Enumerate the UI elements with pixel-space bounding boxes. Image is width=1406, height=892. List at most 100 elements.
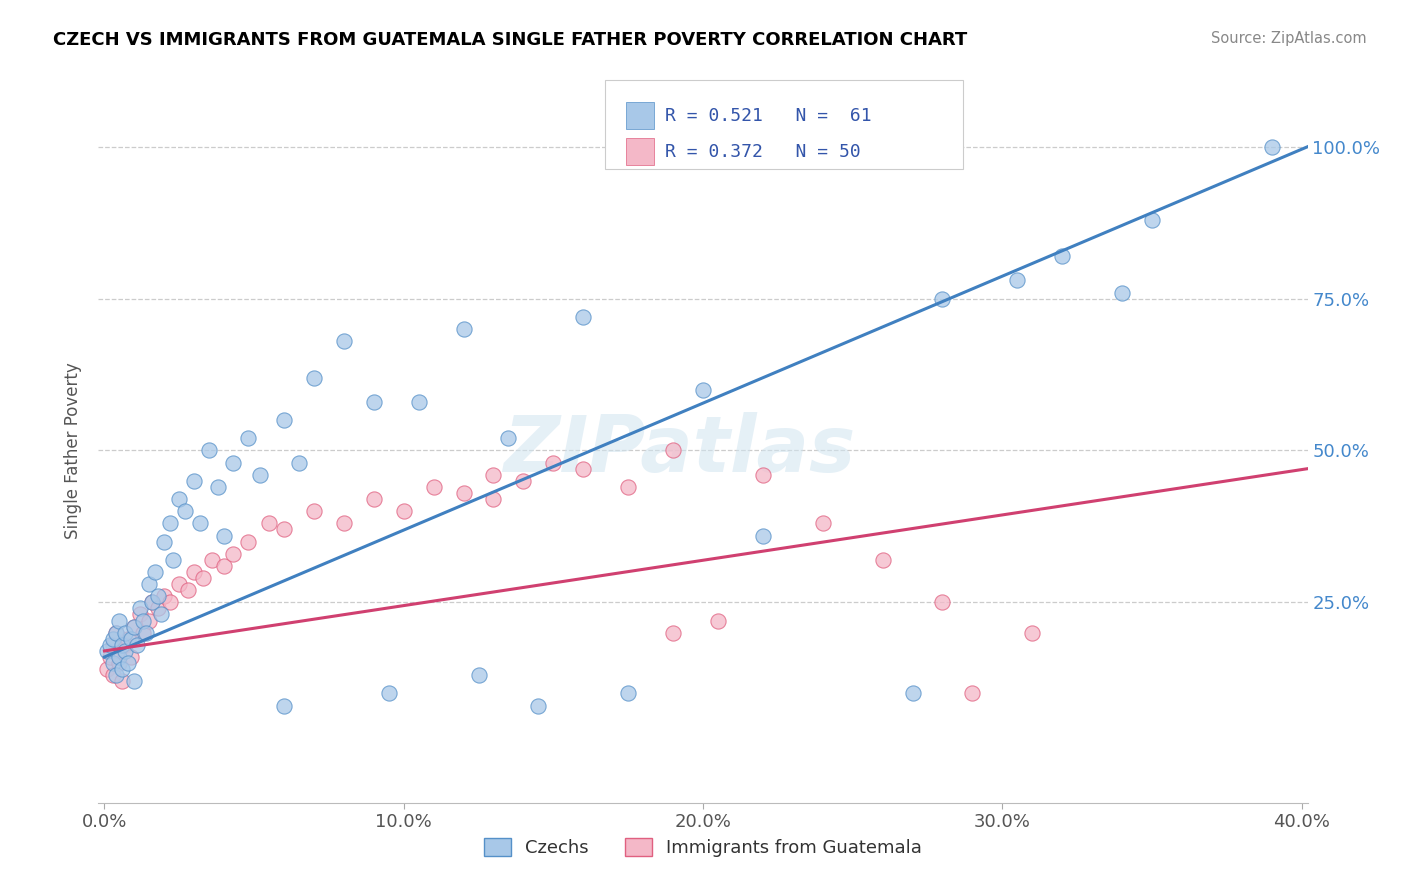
Text: ZIPatlas: ZIPatlas: [503, 412, 855, 489]
Point: [105, 625, 128, 640]
Point: [153, 589, 176, 603]
Point: [148, 601, 170, 615]
Point: [162, 553, 184, 567]
Point: [467, 668, 489, 682]
Point: [363, 395, 385, 409]
Point: [141, 595, 163, 609]
Point: [1111, 285, 1133, 300]
Point: [100, 638, 122, 652]
Point: [273, 523, 295, 537]
Point: [236, 534, 259, 549]
Point: [872, 553, 894, 567]
Point: [103, 632, 125, 646]
Point: [108, 614, 131, 628]
Point: [114, 625, 136, 640]
Point: [422, 480, 444, 494]
Text: CZECH VS IMMIGRANTS FROM GUATEMALA SINGLE FATHER POVERTY CORRELATION CHART: CZECH VS IMMIGRANTS FROM GUATEMALA SINGL…: [53, 31, 967, 49]
Point: [1140, 212, 1163, 227]
Point: [167, 491, 190, 506]
Point: [302, 504, 325, 518]
Point: [1050, 249, 1073, 263]
Point: [132, 614, 155, 628]
Point: [141, 595, 163, 609]
Point: [931, 595, 953, 609]
Point: [129, 607, 152, 622]
Point: [183, 474, 205, 488]
Point: [692, 383, 714, 397]
Point: [120, 632, 142, 646]
Point: [752, 467, 775, 482]
Point: [288, 456, 311, 470]
Point: [117, 656, 139, 670]
Point: [183, 565, 205, 579]
Point: [120, 650, 142, 665]
Point: [543, 456, 565, 470]
Point: [333, 334, 356, 348]
Point: [617, 480, 640, 494]
Point: [273, 698, 295, 713]
Point: [377, 686, 399, 700]
Point: [117, 632, 139, 646]
Point: [124, 620, 146, 634]
Point: [138, 577, 160, 591]
Point: [752, 528, 775, 542]
Point: [273, 413, 295, 427]
Point: [901, 686, 924, 700]
Y-axis label: Single Father Poverty: Single Father Poverty: [65, 362, 83, 539]
Point: [302, 370, 325, 384]
Point: [96, 662, 118, 676]
Point: [662, 625, 685, 640]
Point: [453, 322, 475, 336]
Point: [257, 516, 280, 531]
Point: [159, 595, 181, 609]
Point: [111, 674, 134, 689]
Point: [931, 292, 953, 306]
Point: [129, 601, 152, 615]
Point: [707, 614, 730, 628]
Point: [811, 516, 834, 531]
Point: [108, 656, 131, 670]
Text: R = 0.372   N = 50: R = 0.372 N = 50: [665, 143, 860, 161]
Point: [333, 516, 356, 531]
Point: [114, 644, 136, 658]
Point: [150, 607, 173, 622]
Point: [201, 553, 224, 567]
Point: [148, 589, 170, 603]
Point: [527, 698, 550, 713]
Point: [159, 516, 181, 531]
Point: [222, 547, 245, 561]
Point: [124, 620, 146, 634]
Point: [103, 638, 125, 652]
Point: [207, 480, 229, 494]
Point: [105, 625, 128, 640]
Point: [174, 504, 197, 518]
Point: [100, 650, 122, 665]
Point: [143, 565, 166, 579]
Point: [392, 504, 415, 518]
Point: [108, 650, 131, 665]
Point: [962, 686, 984, 700]
Legend: Czechs, Immigrants from Guatemala: Czechs, Immigrants from Guatemala: [477, 830, 929, 864]
Point: [108, 644, 131, 658]
Point: [193, 571, 215, 585]
Point: [111, 638, 134, 652]
Point: [138, 614, 160, 628]
Point: [222, 456, 245, 470]
Point: [135, 625, 157, 640]
Point: [103, 656, 125, 670]
Point: [617, 686, 640, 700]
Point: [132, 625, 155, 640]
Text: R = 0.521   N =  61: R = 0.521 N = 61: [665, 106, 872, 125]
Point: [482, 467, 505, 482]
Point: [111, 662, 134, 676]
Point: [167, 577, 190, 591]
Point: [198, 443, 221, 458]
Point: [105, 668, 128, 682]
Point: [662, 443, 685, 458]
Point: [212, 558, 235, 573]
Point: [127, 638, 149, 652]
Point: [363, 491, 385, 506]
Point: [124, 674, 146, 689]
Point: [177, 583, 200, 598]
Point: [249, 467, 271, 482]
